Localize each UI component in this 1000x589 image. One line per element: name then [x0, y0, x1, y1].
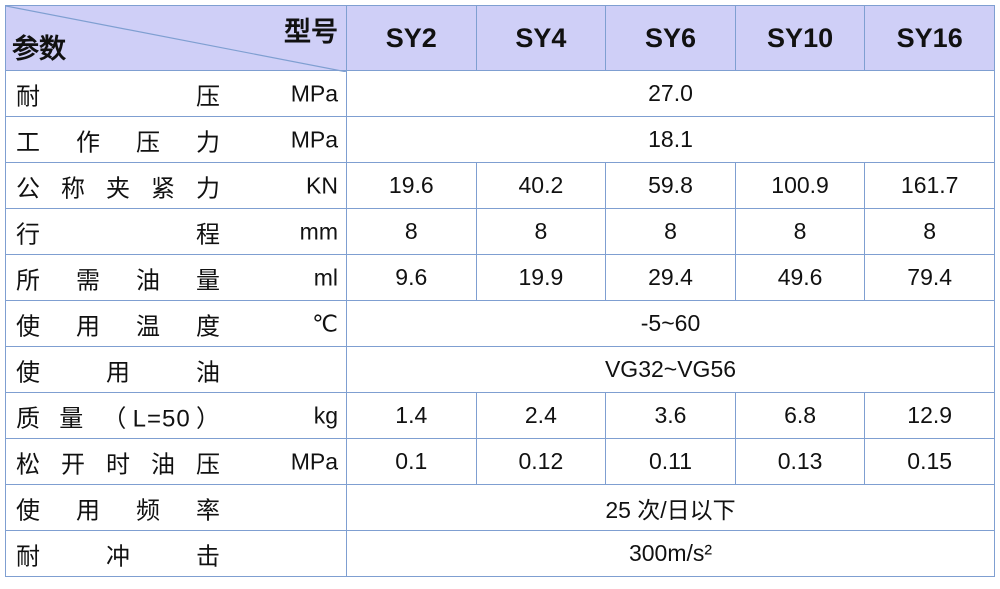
param-unit: MPa — [290, 448, 338, 474]
spec-row: 松 开 时 油 压 MPa 0.1 0.12 0.11 0.13 0.15 — [5, 438, 995, 485]
param-name: 耐 冲 击 — [16, 543, 221, 570]
model-header: SY2 — [346, 5, 477, 71]
param-name: 公 称 夹 紧 力 — [16, 175, 221, 202]
spec-row: 质 量 （L=50） kg 1.4 2.4 3.6 6.8 12.9 — [5, 392, 995, 439]
value-cell: 0.13 — [734, 438, 866, 485]
value-cell: VG32~VG56 — [346, 346, 995, 393]
param-name: 质 量 （L=50） — [16, 405, 221, 432]
param-name: 耐 压 — [16, 83, 221, 110]
spec-row: 所 需 油 量 ml 9.6 19.9 29.4 49.6 79.4 — [5, 254, 995, 301]
value-cell: 8 — [864, 208, 995, 255]
spec-row: 公 称 夹 紧 力 KN 19.6 40.2 59.8 100.9 161.7 — [5, 162, 995, 209]
param-name: 行 程 — [16, 221, 221, 248]
value-cell: 3.6 — [605, 392, 736, 439]
value-cell: 59.8 — [605, 162, 736, 209]
param-label: 参数 — [12, 34, 66, 64]
model-header: SY10 — [734, 5, 866, 71]
param-unit: ℃ — [312, 310, 338, 336]
value-cell: 8 — [475, 208, 607, 255]
param-name: 所 需 油 量 — [16, 267, 221, 294]
header-row: 型号 参数 SY2 SY4 SY6 SY10 SY16 — [5, 5, 995, 72]
param-cell: 松 开 时 油 压 MPa — [5, 438, 347, 485]
spec-row: 耐 压 MPa 27.0 — [5, 70, 995, 117]
param-unit: ml — [313, 264, 338, 290]
diagonal — [6, 6, 347, 72]
value-cell: 18.1 — [346, 116, 995, 163]
model-header: SY16 — [864, 5, 995, 71]
corner-cell: 型号 参数 — [5, 5, 347, 72]
model-header: SY6 — [605, 5, 736, 71]
value-cell: -5~60 — [346, 300, 995, 347]
value-cell: 300m/s² — [346, 530, 995, 577]
spec-row: 耐 冲 击 300m/s² — [5, 530, 995, 577]
param-cell: 使 用 油 — [5, 346, 347, 393]
value-cell: 29.4 — [605, 254, 736, 301]
value-cell: 0.15 — [864, 438, 995, 485]
param-cell: 耐 冲 击 — [5, 530, 347, 577]
value-cell: 40.2 — [475, 162, 607, 209]
param-unit: mm — [299, 218, 338, 244]
param-cell: 耐 压 MPa — [5, 70, 347, 117]
value-cell: 79.4 — [864, 254, 995, 301]
param-unit: MPa — [290, 80, 338, 106]
spec-row: 工 作 压 力 MPa 18.1 — [5, 116, 995, 163]
model-label: 型号 — [284, 17, 338, 47]
value-cell: 8 — [734, 208, 866, 255]
param-unit: KN — [306, 172, 338, 198]
param-cell: 所 需 油 量 ml — [5, 254, 347, 301]
value-cell: 19.6 — [346, 162, 477, 209]
model-header: SY4 — [475, 5, 607, 71]
value-cell: 27.0 — [346, 70, 995, 117]
param-name: 使 用 油 — [16, 359, 221, 386]
value-cell: 8 — [605, 208, 736, 255]
spec-row: 使 用 频 率 25 次/日以下 — [5, 484, 995, 531]
value-cell: 6.8 — [734, 392, 866, 439]
param-name: 使 用 频 率 — [16, 497, 221, 524]
value-cell: 49.6 — [734, 254, 866, 301]
param-cell: 工 作 压 力 MPa — [5, 116, 347, 163]
param-cell: 使 用 温 度 ℃ — [5, 300, 347, 347]
spec-row: 使 用 温 度 ℃ -5~60 — [5, 300, 995, 347]
value-cell: 19.9 — [475, 254, 607, 301]
spec-row: 使 用 油 VG32~VG56 — [5, 346, 995, 393]
value-cell: 0.11 — [605, 438, 736, 485]
value-cell: 1.4 — [346, 392, 477, 439]
param-cell: 使 用 频 率 — [5, 484, 347, 531]
spec-row: 行 程 mm 8 8 8 8 8 — [5, 208, 995, 255]
param-unit: MPa — [290, 126, 338, 152]
param-name: 松 开 时 油 压 — [16, 451, 221, 478]
spec-table: 型号 参数 SY2 SY4 SY6 SY10 SY16 耐 压 MPa 27.0 工 作 压 … — [5, 5, 995, 577]
param-unit: kg — [313, 402, 338, 428]
param-name: 使 用 温 度 — [16, 313, 221, 340]
value-cell: 9.6 — [346, 254, 477, 301]
value-cell: 161.7 — [864, 162, 995, 209]
param-cell: 公 称 夹 紧 力 KN — [5, 162, 347, 209]
value-cell: 12.9 — [864, 392, 995, 439]
value-cell: 0.1 — [346, 438, 477, 485]
value-cell: 8 — [346, 208, 477, 255]
param-name: 工 作 压 力 — [16, 129, 221, 156]
value-cell: 25 次/日以下 — [346, 484, 995, 531]
param-cell: 行 程 mm — [5, 208, 347, 255]
value-cell: 100.9 — [734, 162, 866, 209]
value-cell: 2.4 — [475, 392, 607, 439]
param-cell: 质 量 （L=50） kg — [5, 392, 347, 439]
value-cell: 0.12 — [475, 438, 607, 485]
